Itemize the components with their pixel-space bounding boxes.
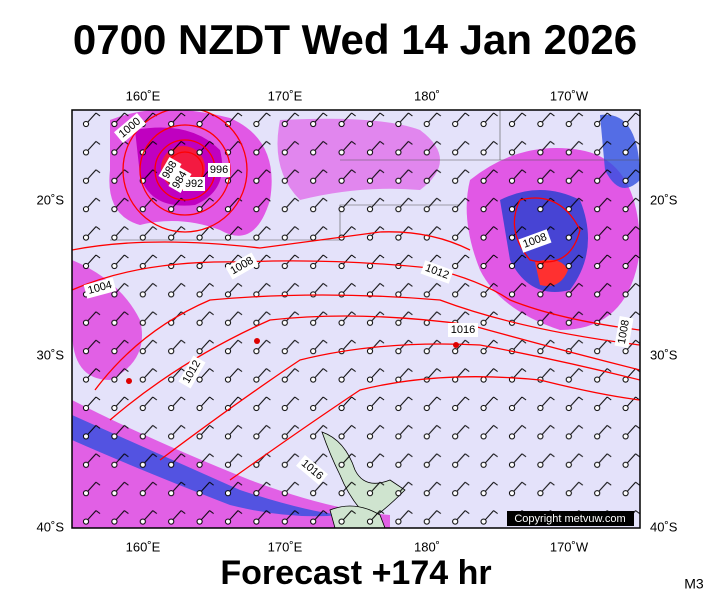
map-area: 1000 996 992 988 984 1008 1004 1012 1016… (72, 110, 640, 528)
lon-label: 180˚ (414, 539, 440, 554)
lon-label: 170˚W (550, 539, 589, 554)
copyright: Copyright metvuw.com (514, 513, 625, 525)
isobar-label: 992 (185, 178, 203, 190)
low-center (126, 378, 132, 384)
lat-label: 40˚S (37, 519, 65, 534)
isobars (72, 110, 640, 481)
lat-label: 30˚S (650, 347, 678, 362)
forecast-label: Forecast +174 hr (220, 554, 491, 592)
isobar-label: 996 (210, 164, 228, 176)
lon-label: 170˚E (268, 539, 303, 554)
model-label: M3 (684, 576, 704, 592)
lon-label: 170˚W (550, 88, 589, 103)
lon-label: 160˚E (126, 539, 161, 554)
wind-barbs (72, 110, 640, 528)
lon-label: 160˚E (126, 88, 161, 103)
lon-label: 180˚ (414, 88, 440, 103)
map-frame (71, 109, 641, 529)
low-center (254, 338, 260, 344)
axis-labels: 160˚E 170˚E 180˚ 170˚W 160˚E 170˚E 180˚ … (37, 88, 678, 554)
title: 0700 NZDT Wed 14 Jan 2026 (73, 16, 637, 63)
low-center (453, 342, 459, 348)
lat-label: 30˚S (37, 347, 65, 362)
lat-label: 20˚S (37, 192, 65, 207)
isobar-label: 1008 (616, 319, 632, 345)
lat-label: 20˚S (650, 192, 678, 207)
copyright-box (507, 511, 634, 526)
lon-label: 170˚E (268, 88, 303, 103)
lat-label: 40˚S (650, 519, 678, 534)
isobar-label: 1016 (451, 324, 475, 336)
